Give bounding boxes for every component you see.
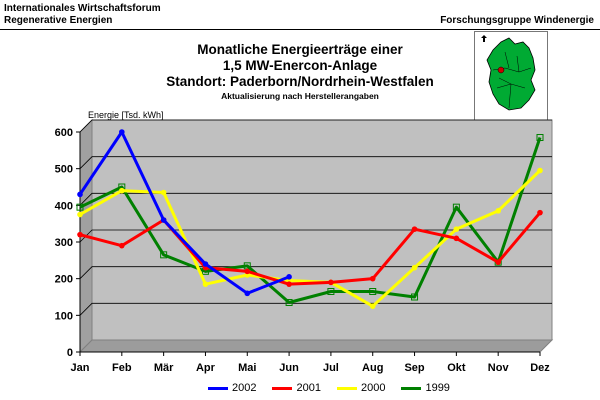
y-tick-label: 100 (55, 310, 73, 322)
data-point-1999 (160, 251, 168, 259)
data-point-2000 (411, 264, 418, 271)
gridline (79, 266, 552, 279)
legend-label: 1999 (425, 382, 450, 394)
x-tick-label: Apr (196, 362, 216, 374)
data-point-2001 (537, 209, 543, 216)
x-tick-label: Okt (447, 362, 466, 374)
gridline (79, 192, 552, 206)
x-tick-label: Mai (238, 362, 256, 374)
y-axis-label: Energie [Tsd. kWh] (88, 110, 164, 120)
data-point-2001 (328, 279, 334, 286)
data-point-1999 (452, 203, 460, 211)
legend-swatch (272, 386, 293, 390)
chart-floor (78, 339, 554, 353)
legend-label: 2002 (232, 382, 257, 394)
data-point-2000 (537, 167, 543, 174)
legend-swatch (401, 386, 422, 390)
y-tick-label: 200 (55, 274, 73, 286)
data-point-2000 (160, 189, 167, 196)
legend-item-2000: 2000 (336, 382, 386, 394)
data-point-2002 (244, 290, 251, 297)
legend-label: 2000 (360, 382, 386, 394)
x-tick-label: Sep (404, 362, 424, 374)
header-divider (0, 29, 600, 30)
data-point-1999 (536, 134, 544, 141)
legend-item-2001: 2001 (272, 382, 321, 394)
org-line-1: Internationales Wirtschaftsforum (4, 3, 161, 14)
legend-swatch (336, 386, 357, 390)
chart-subtitle: Aktualisierung nach Herstellerangaben (221, 91, 379, 101)
title-line-1: Monatliche Energieerträge einer (197, 42, 403, 57)
y-tick-label: 400 (55, 200, 73, 212)
research-group-label: Forschungsgruppe Windenergie (440, 15, 594, 26)
data-point-2002 (286, 274, 292, 280)
data-point-2001 (244, 268, 251, 275)
chart-title: Monatliche Energieerträge einer 1,5 MW-E… (140, 42, 460, 102)
data-point-2001 (495, 259, 501, 265)
legend-swatch (208, 386, 228, 390)
gridline (79, 156, 552, 169)
data-point-2001 (411, 226, 418, 232)
data-point-2002 (119, 129, 125, 135)
x-tick-label: Aug (362, 362, 383, 374)
x-tick-label: Jun (279, 362, 299, 374)
y-tick-label: 600 (55, 127, 73, 139)
series-line-2001 (79, 211, 542, 286)
x-tick-label: Feb (112, 362, 132, 374)
data-point-2001 (119, 242, 125, 249)
x-tick-label: Jan (71, 362, 90, 374)
data-point-2001 (286, 281, 292, 287)
gridline (79, 229, 552, 243)
organization-name: Internationales Wirtschaftsforum Regener… (4, 3, 161, 27)
y-tick-label: 0 (67, 347, 73, 359)
data-point-1999 (369, 288, 377, 295)
legend-label: 2001 (296, 382, 321, 394)
x-tick-label: Mär (154, 362, 174, 374)
title-line-2: 1,5 MW-Enercon-Anlage (222, 58, 378, 73)
legend-item-1999: 1999 (401, 382, 450, 394)
x-tick-label: Dez (530, 362, 550, 374)
data-point-2002 (202, 261, 209, 267)
y-tick-label: 300 (55, 237, 73, 249)
data-point-2000 (369, 303, 376, 309)
series-line-2000 (79, 169, 542, 308)
data-point-2000 (202, 281, 209, 287)
chart-legend: 2002 2001 2000 1999 (208, 382, 450, 394)
series-line-1999 (79, 137, 542, 304)
legend-item-2002: 2002 (208, 382, 256, 394)
data-point-2000 (119, 187, 125, 194)
data-point-2001 (453, 235, 460, 242)
y-tick-label: 500 (55, 164, 73, 176)
data-point-2000 (453, 226, 460, 232)
data-point-1999 (411, 293, 419, 301)
data-point-2000 (495, 208, 501, 214)
data-point-2001 (369, 275, 376, 282)
org-line-2: Regenerative Energien (4, 15, 113, 26)
data-point-2002 (160, 217, 167, 223)
data-point-1999 (285, 299, 293, 306)
data-point-1999 (76, 203, 84, 211)
data-point-2001 (77, 231, 83, 238)
germany-map-icon (474, 31, 548, 121)
data-point-1999 (327, 288, 335, 295)
title-line-3: Standort: Paderborn/Nordrhein-Westfalen (166, 74, 434, 89)
series-line-2002 (78, 130, 290, 295)
gridline (79, 119, 552, 133)
data-point-2002 (77, 191, 83, 198)
x-tick-label: Nov (488, 362, 510, 374)
gridline (79, 302, 552, 316)
x-tick-label: Jul (323, 362, 339, 374)
data-point-2000 (77, 211, 83, 218)
